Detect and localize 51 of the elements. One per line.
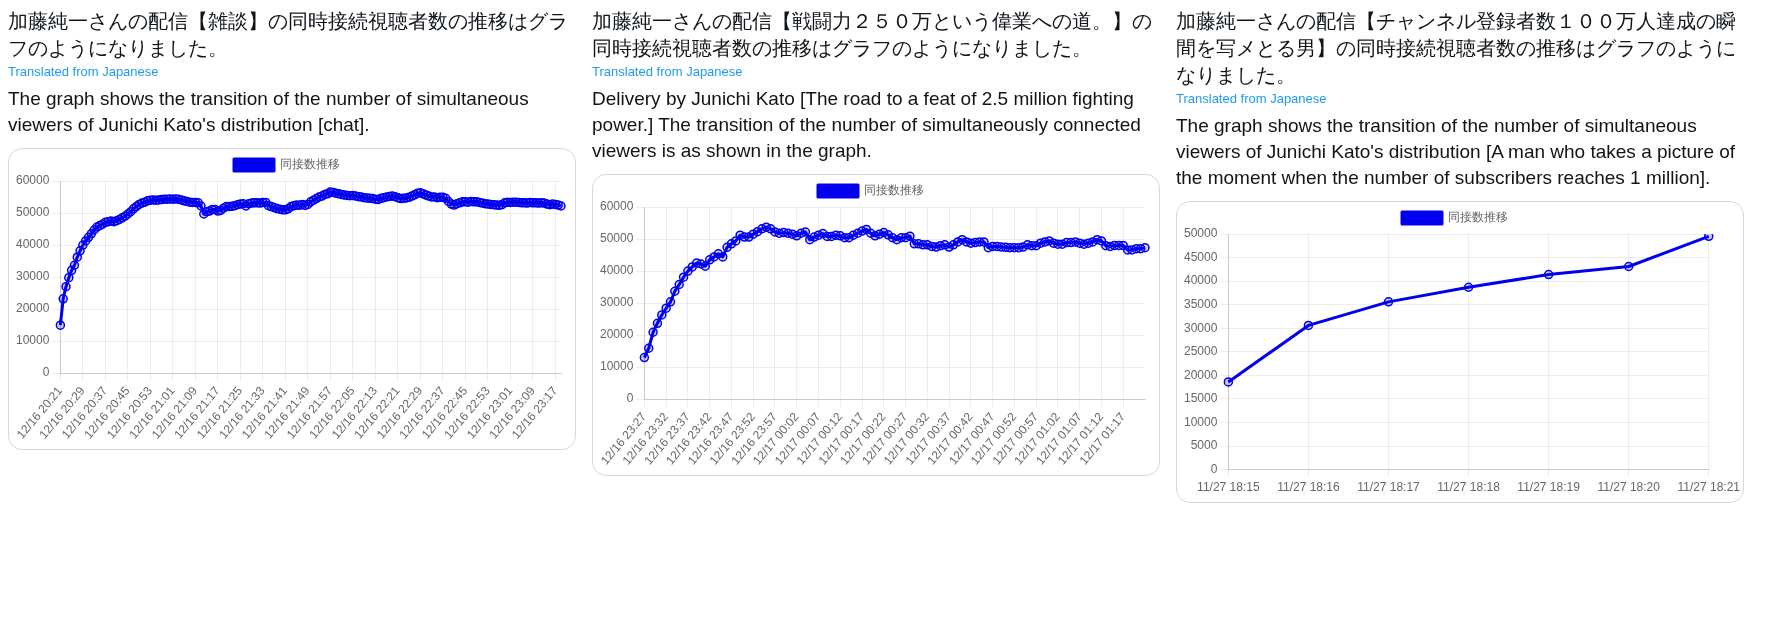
- legend-label: 同接数推移: [864, 183, 924, 198]
- chart-subtitle: The graph shows the transition of the number of simultaneous viewers of Junichi Kato's distribution [chat].: [8, 87, 530, 137]
- point: [1223, 377, 1234, 387]
- y-tick-label: 30000: [599, 295, 634, 310]
- y-tick-label: 40000: [599, 263, 634, 278]
- y-tick-label: 50000: [1183, 226, 1218, 241]
- y-tick-label: 30000: [15, 269, 50, 284]
- chart-subtitle: The graph shows the transition of the number of simultaneous viewers of Junichi Kato's distribution [A man who takes a picture of the moment when the number of subscribers reaches 1 million].: [1176, 114, 1737, 190]
- y-tick-label: 0: [626, 391, 634, 406]
- x-tick-label: 11/27 18:18: [1437, 480, 1501, 495]
- chart-title: 加藤純一さんの配信【雑談】の同時接続視聴者数の推移はグラフのようになりました。: [8, 9, 569, 61]
- y-tick-label: 10000: [1183, 414, 1218, 429]
- x-tick-label: 11/27 18:20: [1597, 480, 1661, 495]
- y-tick-label: 30000: [1183, 320, 1218, 335]
- y-tick-label: 20000: [1183, 367, 1218, 382]
- x-tick-label: 11/27 18:19: [1517, 480, 1581, 495]
- y-tick-label: 0: [42, 365, 50, 380]
- x-tick-label: 11/27 18:16: [1277, 480, 1340, 495]
- y-tick-label: 50000: [15, 205, 50, 220]
- y-tick-label: 20000: [15, 301, 50, 316]
- chart-title: 加藤純一さんの配信【チャンネル登録者数１００万人達成の瞬間を写メとる男】の同時接続視聴者数の推移はグラフのようになりました。: [1176, 9, 1737, 88]
- legend-label: 同接数推移: [1448, 210, 1508, 225]
- y-tick-label: 45000: [1183, 249, 1218, 264]
- point: [1383, 297, 1394, 307]
- text: Translated from Japanese: [1176, 90, 1328, 108]
- x-tick-label: 11/27 18:17: [1357, 480, 1421, 495]
- x-tick-label: 11/27 18:21: [1677, 480, 1741, 495]
- point: [1463, 282, 1474, 292]
- y-tick-label: 40000: [1183, 273, 1218, 288]
- y-tick-label: 10000: [599, 359, 634, 374]
- point: [1303, 320, 1314, 331]
- text: Translated from Japanese: [592, 63, 744, 81]
- y-tick-label: 15000: [1183, 391, 1218, 406]
- point: [1623, 261, 1634, 272]
- y-tick-label: 50000: [599, 231, 634, 246]
- text: Translated from Japanese: [8, 63, 160, 81]
- y-tick-label: 40000: [15, 237, 50, 252]
- chart-title: 加藤純一さんの配信【戦闘力２５０万という偉業への道。】の同時接続視聴者数の推移はグラフのようになりました。: [592, 9, 1153, 61]
- y-tick-label: 60000: [15, 173, 50, 188]
- y-tick-label: 35000: [1183, 296, 1218, 311]
- y-tick-label: 60000: [599, 199, 634, 214]
- point: [1704, 234, 1714, 242]
- y-tick-label: 5000: [1190, 438, 1218, 453]
- point: [1543, 269, 1554, 280]
- x-tick-label: 11/27 18:15: [1197, 480, 1260, 495]
- y-tick-label: 0: [1210, 461, 1218, 476]
- y-tick-label: 10000: [15, 333, 50, 348]
- legend-label: 同接数推移: [280, 157, 340, 172]
- y-tick-label: 20000: [599, 327, 634, 342]
- chart-subtitle: Delivery by Junichi Kato [The road to a feat of 2.5 million fighting power.] The transition of the number of simultaneously connected viewers is as shown in the graph.: [592, 87, 1142, 163]
- y-tick-label: 25000: [1183, 344, 1218, 359]
